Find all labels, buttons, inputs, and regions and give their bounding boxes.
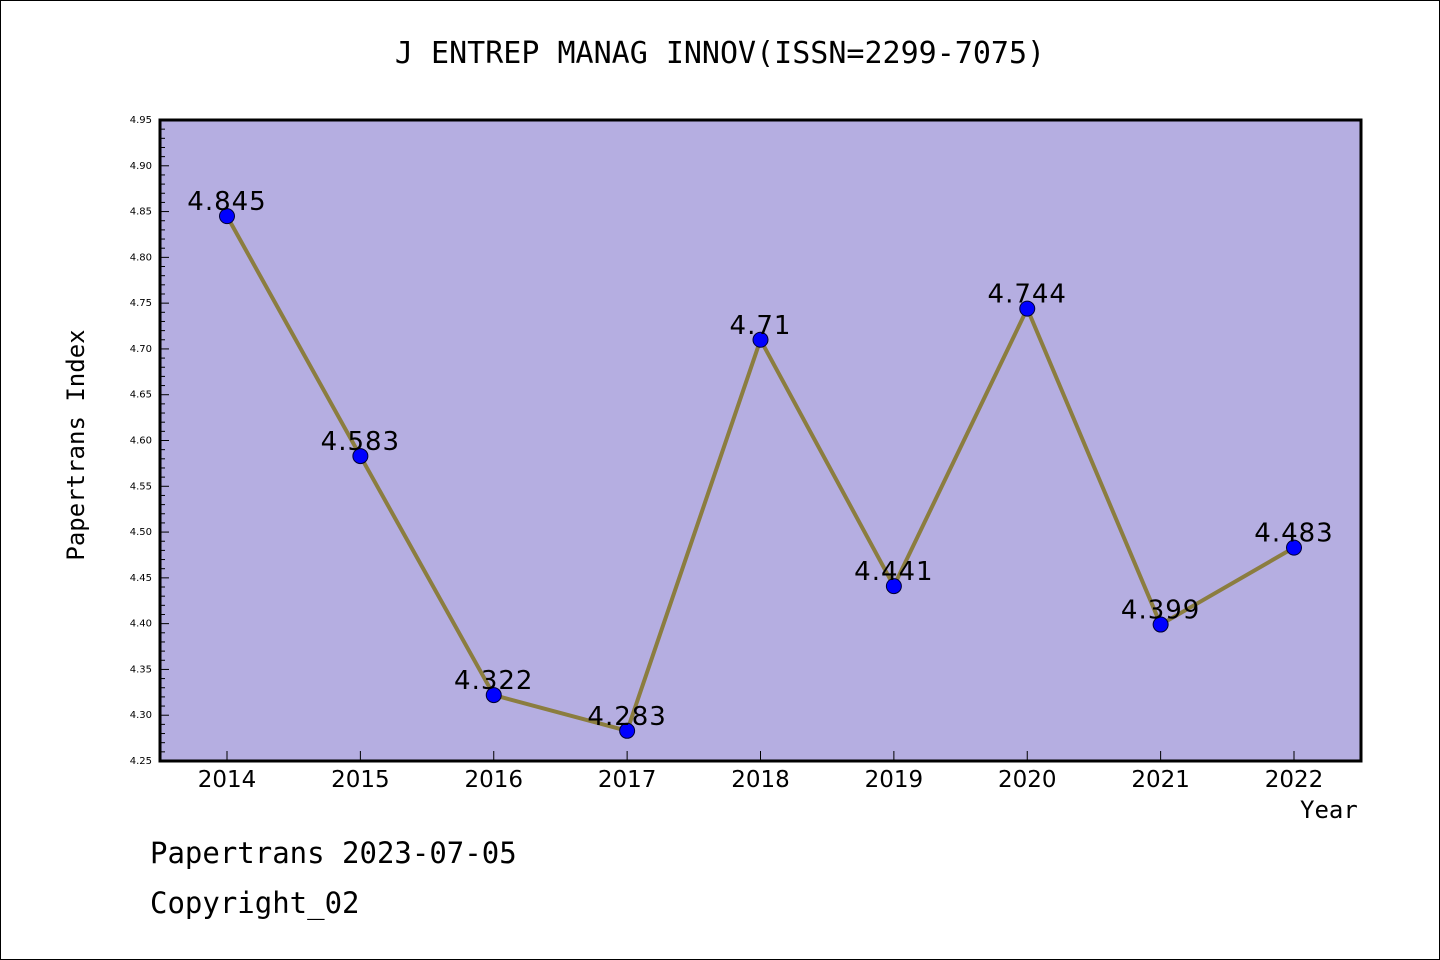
- x-tick-label: 2020: [998, 767, 1057, 793]
- x-tick-label: 2017: [598, 767, 657, 793]
- data-point: [1152, 616, 1169, 633]
- x-axis-label: Year: [1300, 796, 1358, 824]
- data-point: [219, 208, 235, 225]
- data-label: 4.845: [187, 187, 266, 217]
- y-tick-label: 4.80: [130, 252, 152, 263]
- data-point: [619, 722, 636, 739]
- data-point: [485, 687, 502, 704]
- y-tick-label: 4.40: [130, 619, 152, 630]
- y-tick-label: 4.70: [130, 344, 152, 355]
- x-tick-label: 2016: [464, 767, 523, 793]
- x-tick-label: 2022: [1265, 767, 1324, 793]
- data-label: 4.744: [988, 280, 1067, 310]
- y-tick-label: 4.95: [130, 115, 152, 126]
- data-point: [752, 331, 769, 348]
- data-point: [1019, 300, 1036, 317]
- data-label: 4.322: [454, 666, 533, 696]
- y-tick-label: 4.50: [130, 527, 152, 538]
- x-tick-label: 2018: [731, 767, 790, 793]
- x-tick-label: 2019: [865, 767, 924, 793]
- y-tick-label: 4.25: [130, 756, 152, 767]
- data-label: 4.283: [587, 702, 666, 732]
- data-label: 4.441: [854, 557, 933, 587]
- data-point: [352, 448, 369, 465]
- footer-copyright: Copyright_02: [150, 886, 360, 920]
- data-point: [885, 578, 902, 595]
- y-tick-label: 4.30: [130, 710, 152, 721]
- data-point: [1286, 539, 1302, 556]
- chart-title: J ENTREP MANAG INNOV(ISSN=2299-7075): [394, 36, 1046, 71]
- y-tick-label: 4.90: [130, 161, 152, 172]
- y-tick-label: 4.60: [130, 436, 152, 447]
- data-label: 4.483: [1254, 519, 1333, 549]
- y-tick-label: 4.45: [130, 573, 152, 584]
- y-tick-label: 4.75: [130, 298, 152, 309]
- x-tick-label: 2015: [331, 767, 390, 793]
- footer-date: Papertrans 2023-07-05: [150, 836, 517, 870]
- x-tick-label: 2014: [198, 767, 257, 793]
- data-label: 4.583: [321, 427, 400, 457]
- data-label: 4.399: [1121, 596, 1200, 626]
- y-tick-label: 4.35: [130, 664, 152, 675]
- data-label: 4.71: [730, 311, 792, 341]
- plot-area: [158, 118, 1363, 763]
- y-tick-label: 4.55: [130, 481, 152, 492]
- x-tick-label: 2021: [1131, 767, 1190, 793]
- y-tick-label: 4.85: [130, 207, 152, 218]
- y-tick-label: 4.65: [130, 390, 152, 401]
